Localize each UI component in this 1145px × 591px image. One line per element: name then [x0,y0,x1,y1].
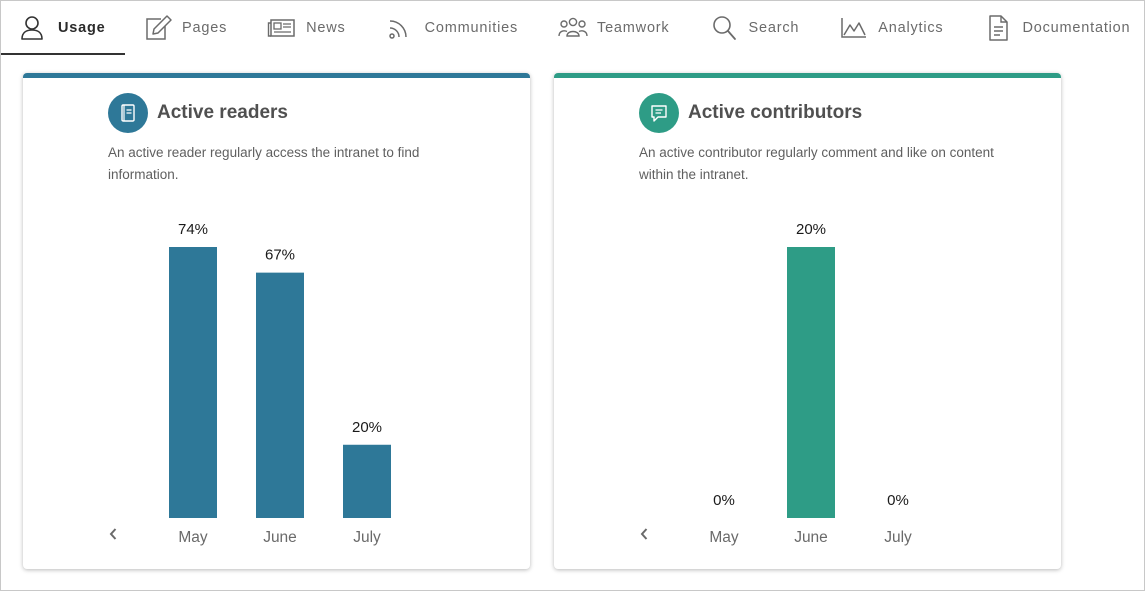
category-label: July [353,529,381,546]
tab-usage[interactable]: Usage [1,1,125,55]
tab-label: Search [748,20,800,36]
category-label: May [709,529,739,546]
card-title: Active readers [157,102,288,123]
bar-value-label: 0% [887,492,909,509]
active-readers-card: Active readers An active reader regularl… [23,73,530,569]
chevron-left-icon [109,528,117,540]
document-icon [983,14,1013,42]
card-header: Active contributors [639,93,862,133]
bar-june [787,247,835,518]
chart-icon [839,14,869,42]
tab-label: Documentation [1022,20,1131,36]
tab-label: Communities [424,20,519,36]
active-readers-chart: 74% May 67% June 20% July [169,221,391,546]
previous-period-button[interactable] [634,522,654,546]
tab-bar: Usage Pages News Communities Teamwork Se… [1,1,1144,55]
bar-may [169,247,217,518]
tab-label: Pages [182,20,228,36]
edit-icon [143,14,173,42]
category-label: June [263,529,297,546]
previous-period-button[interactable] [103,522,123,546]
tab-pages[interactable]: Pages [125,1,249,55]
card-description: An active contributor regularly comment … [639,145,994,182]
chevron-left-icon [640,528,648,540]
tab-label: Teamwork [597,20,670,36]
tab-documentation[interactable]: Documentation [965,1,1145,55]
active-contributors-card: Active contributors An active contributo… [554,73,1061,569]
bar-value-label: 20% [796,221,826,238]
bar-july [343,444,391,518]
bar-value-label: 74% [178,221,208,238]
tab-label: News [306,20,346,36]
category-label: June [794,529,828,546]
bar-june [256,272,304,518]
bar-value-label: 0% [713,492,735,509]
search-icon [710,14,740,42]
comment-icon [639,93,679,133]
category-label: July [884,529,912,546]
tab-teamwork[interactable]: Teamwork [540,1,691,55]
card-accent-bar [23,73,530,78]
tab-news[interactable]: News [249,1,367,55]
tab-analytics[interactable]: Analytics [821,1,965,55]
group-icon [558,14,588,42]
active-contributors-chart: 0% May 20% June 0% July [709,221,912,546]
newspaper-icon [267,14,297,42]
tab-label: Usage [58,20,106,36]
card-title: Active contributors [688,102,863,123]
card-accent-bar [554,73,1061,78]
category-label: May [178,529,208,546]
bar-value-label: 20% [352,419,382,436]
tab-communities[interactable]: Communities [368,1,540,55]
tab-search[interactable]: Search [692,1,822,55]
rss-icon [386,14,416,42]
card-description: An active reader regularly access the in… [108,145,420,182]
user-icon [19,14,49,42]
card-header: Active readers [108,93,288,133]
bar-value-label: 67% [265,247,295,264]
tab-label: Analytics [878,20,944,36]
book-icon [108,93,148,133]
